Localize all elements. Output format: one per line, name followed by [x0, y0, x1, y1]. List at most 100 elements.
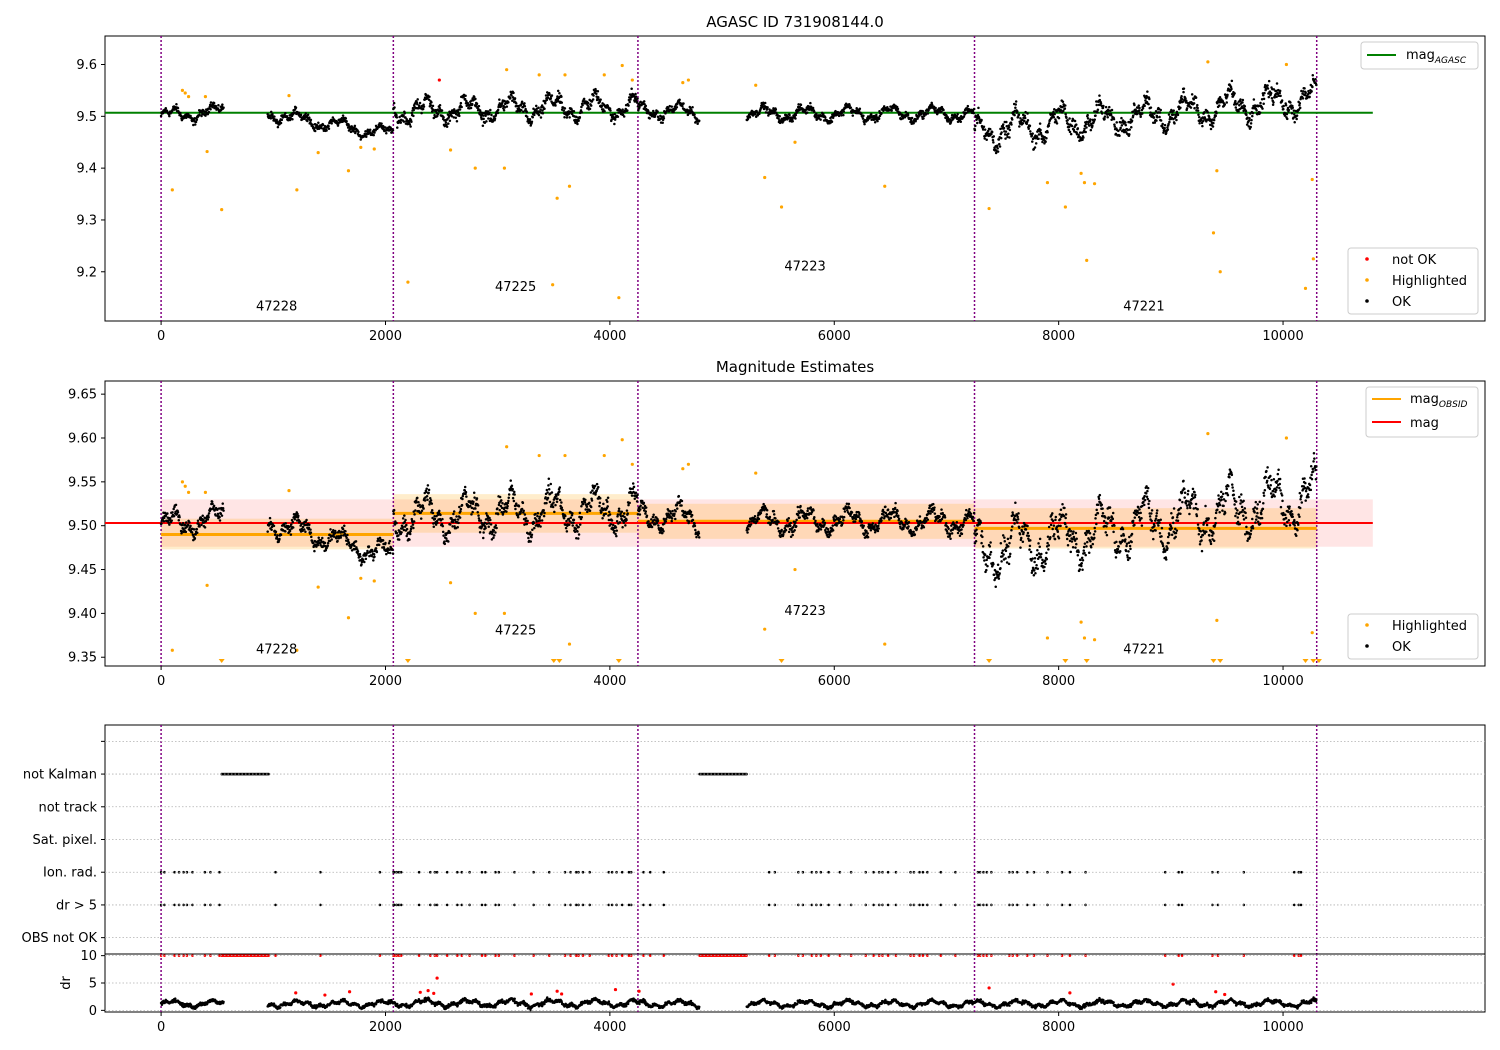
- data-point: [1054, 518, 1057, 522]
- data-point: [266, 112, 269, 116]
- data-point: [958, 534, 962, 537]
- data-point: [1047, 548, 1050, 551]
- data-point: [1053, 537, 1057, 541]
- data-point: [1068, 117, 1071, 120]
- data-point: [436, 521, 439, 525]
- data-point: [313, 129, 317, 133]
- data-point: [662, 116, 666, 120]
- data-point: [880, 112, 883, 115]
- data-point: [291, 117, 294, 121]
- data-point: [175, 102, 178, 106]
- data-point: [1064, 516, 1067, 520]
- data-point: [1040, 552, 1043, 556]
- data-point: [477, 104, 481, 108]
- data-point: [523, 104, 527, 108]
- data-point: [645, 514, 649, 518]
- data-point: [838, 517, 842, 521]
- data-point: [501, 502, 504, 505]
- data-point: [380, 122, 383, 125]
- data-point: [685, 515, 688, 519]
- data-point: [512, 499, 516, 503]
- data-point: [858, 107, 862, 110]
- data-point: [500, 499, 503, 502]
- data-point: [634, 92, 637, 96]
- data-point: [793, 140, 797, 144]
- data-point: [926, 112, 930, 115]
- data-point: [1094, 114, 1097, 117]
- data-point: [416, 103, 419, 106]
- data-point: [162, 520, 166, 523]
- data-point: [1197, 115, 1201, 119]
- data-point: [1245, 113, 1248, 117]
- data-point: [377, 543, 381, 547]
- data-point: [454, 116, 458, 119]
- data-point: [960, 532, 964, 536]
- data-point: [787, 530, 791, 534]
- data-point: [1059, 524, 1062, 528]
- data-point: [794, 520, 797, 524]
- data-point: [809, 506, 813, 509]
- data-point: [694, 528, 697, 532]
- data-point: [777, 117, 780, 120]
- data-point: [502, 166, 507, 170]
- data-point: [174, 503, 178, 507]
- data-point: [401, 525, 405, 529]
- data-point: [472, 95, 476, 99]
- data-point: [221, 507, 225, 510]
- data-point: [670, 519, 673, 523]
- data-point: [458, 505, 461, 509]
- data-point: [1074, 546, 1077, 549]
- data-point: [341, 114, 345, 117]
- data-point: [207, 512, 211, 515]
- data-point: [1026, 119, 1030, 122]
- data-point: [1249, 125, 1252, 129]
- data-point: [209, 101, 213, 104]
- data-point: [529, 531, 532, 534]
- data-point: [907, 521, 911, 524]
- data-point: [1196, 103, 1199, 107]
- data-point: [1051, 512, 1054, 515]
- data-point: [873, 120, 877, 124]
- data-point: [1082, 545, 1086, 549]
- data-point: [1032, 574, 1036, 577]
- data-point: [1007, 545, 1010, 548]
- x-tick-label: 4000: [593, 329, 626, 344]
- data-point: [507, 100, 510, 104]
- data-point: [584, 498, 587, 502]
- data-point: [618, 521, 622, 524]
- data-point: [560, 501, 563, 504]
- data-point: [1184, 97, 1187, 100]
- data-point: [302, 528, 306, 531]
- data-point: [1008, 555, 1012, 558]
- data-point: [218, 515, 221, 519]
- data-point: [473, 611, 477, 615]
- data-point: [564, 526, 568, 530]
- data-point: [166, 512, 169, 515]
- data-point: [1044, 562, 1047, 566]
- data-point: [858, 513, 861, 516]
- data-point: [936, 108, 939, 112]
- data-point: [598, 504, 601, 508]
- data-point: [487, 525, 490, 529]
- data-point: [889, 516, 893, 520]
- data-point: [785, 113, 789, 117]
- data-point: [445, 123, 448, 127]
- data-point: [458, 108, 462, 111]
- data-point: [1128, 133, 1131, 136]
- data-point: [1081, 138, 1084, 142]
- data-point: [550, 94, 554, 97]
- data-point: [1167, 113, 1171, 116]
- data-point: [1201, 124, 1204, 128]
- data-point: [330, 122, 333, 125]
- data-point: [1089, 118, 1092, 121]
- data-point: [634, 491, 638, 494]
- data-point: [1008, 541, 1011, 545]
- data-point: [572, 110, 576, 113]
- data-point: [397, 534, 400, 537]
- data-point: [194, 120, 198, 124]
- data-point: [1215, 618, 1219, 623]
- data-point: [297, 514, 300, 518]
- data-point: [427, 488, 431, 492]
- data-point: [280, 118, 284, 122]
- data-point: [511, 496, 515, 500]
